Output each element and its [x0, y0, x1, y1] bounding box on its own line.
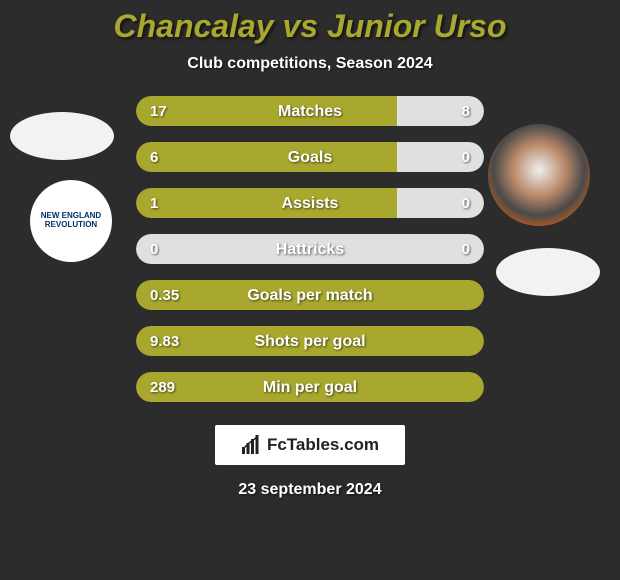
stat-label: Goals per match [136, 280, 484, 311]
stat-label: Assists [136, 188, 484, 219]
team-left-badge: NEW ENGLAND REVOLUTION [30, 180, 112, 262]
stats-bars: 178Matches 60Goals 10Assists 00Hattricks 0.3… [135, 95, 485, 403]
stat-row: 0.35Goals per match [135, 279, 485, 311]
stat-label: Matches [136, 96, 484, 127]
stat-row: 00Hattricks [135, 233, 485, 265]
comparison-container: Chancalay vs Junior Urso Club competitio… [0, 0, 620, 580]
stat-row: 60Goals [135, 141, 485, 173]
stat-row: 289Min per goal [135, 371, 485, 403]
stat-row: 9.83Shots per goal [135, 325, 485, 357]
player-left-avatar [10, 112, 114, 160]
stat-label: Min per goal [136, 372, 484, 403]
stat-row: 10Assists [135, 187, 485, 219]
team-left-label: NEW ENGLAND REVOLUTION [30, 212, 112, 230]
player-right-avatar [488, 124, 590, 226]
team-right-badge [496, 248, 600, 296]
stat-label: Hattricks [136, 234, 484, 265]
stat-label: Goals [136, 142, 484, 173]
brand-box: FcTables.com [215, 425, 405, 465]
brand-text: FcTables.com [267, 435, 379, 455]
date-text: 23 september 2024 [0, 481, 620, 499]
subtitle: Club competitions, Season 2024 [0, 55, 620, 73]
page-title: Chancalay vs Junior Urso [0, 8, 620, 45]
brand-chart-icon [241, 435, 261, 455]
stat-label: Shots per goal [136, 326, 484, 357]
stat-row: 178Matches [135, 95, 485, 127]
